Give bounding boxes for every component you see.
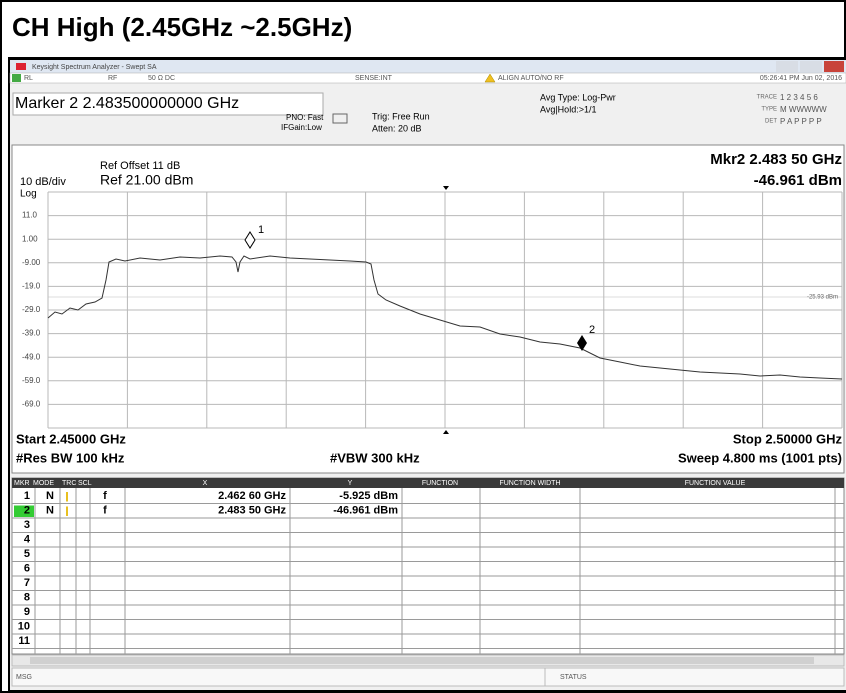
marker-table [11, 477, 845, 655]
avg-type: Avg Type: Log-Pwr [540, 92, 616, 102]
minimize-button[interactable] [776, 61, 798, 72]
trig-icon [332, 113, 348, 124]
table-body: MKR MODE TRC SCL X Y FUNCTION FUNCTION WIDTH FUN… [12, 480, 844, 654]
column-header: X [203, 480, 208, 487]
display-line-label: -25.93 dBm [807, 295, 838, 301]
trig: Trig: Free Run [372, 111, 430, 121]
graph-panel [11, 144, 845, 474]
marker-1-symbol [244, 231, 256, 249]
column-header: MKR [14, 480, 30, 487]
cell-mkr: 10 [18, 621, 30, 633]
cell-mkr: 11 [18, 635, 30, 647]
title-bar [10, 60, 846, 73]
cell-y: -5.925 dBm [339, 490, 398, 502]
status-label: STATUS [560, 674, 587, 681]
column-header: SCL [78, 480, 92, 487]
rf-label: RF [108, 75, 117, 82]
window-title: Keysight Spectrum Analyzer - Swept SA [32, 64, 157, 71]
column-header: TRC [62, 480, 76, 487]
cell-mkr: 8 [24, 592, 30, 604]
det-vals: P A P P P P [780, 117, 822, 126]
cell-mkr: 5 [24, 548, 30, 560]
ifgain: IFGain:Low [281, 123, 322, 132]
trace [47, 255, 843, 380]
y-tick-label: -29.0 [22, 305, 41, 314]
atten: Atten: 20 dB [372, 123, 422, 133]
column-header: MODE [33, 480, 54, 487]
type-vals: M WWWWW [780, 105, 827, 114]
ref-offset: Ref Offset 11 dB [100, 160, 180, 172]
cell-mkr: 6 [24, 563, 30, 575]
lxi-icon [12, 74, 21, 82]
column-header: FUNCTION WIDTH [499, 480, 560, 487]
cell-mkr: 4 [24, 534, 31, 546]
warning-icon [484, 73, 496, 83]
input-label: 50 Ω DC [148, 75, 175, 82]
msg-label: MSG [16, 674, 32, 681]
marker-2-label: 2 [589, 324, 595, 336]
marker-2-symbol [577, 335, 587, 351]
avg-hold: Avg|Hold:>1/1 [540, 104, 596, 114]
trace-color [66, 492, 68, 502]
sense-label: SENSE:INT [355, 75, 393, 82]
scroll-thumb[interactable] [30, 657, 814, 664]
table-header-bg [12, 478, 844, 488]
trace-label: TRACE [757, 95, 777, 101]
marker-box [12, 92, 324, 116]
cell-y: -46.961 dBm [333, 505, 398, 517]
ref-level: Ref 21.00 dBm [100, 172, 193, 188]
cell-scl: f [103, 505, 107, 517]
cell-x: 2.462 60 GHz [218, 490, 286, 502]
marker-readout: Marker 2 2.483500000000 GHz [15, 95, 239, 112]
cell-mkr: 9 [24, 606, 30, 618]
mkr-level: -46.961 dBm [754, 172, 842, 189]
cell-mkr: 2 [24, 505, 30, 517]
status-strip [9, 72, 846, 84]
pno: PNO: Fast [286, 113, 324, 122]
det-label: DET [765, 119, 777, 125]
y-tick-label: -59.0 [22, 376, 41, 385]
scale: 10 dB/div [20, 176, 66, 188]
cell-mode: N [46, 490, 54, 502]
cell-mkr: 1 [24, 490, 30, 502]
mkr-freq: Mkr2 2.483 50 GHz [710, 151, 842, 168]
cell-mode: N [46, 505, 54, 517]
vbw: #VBW 300 kHz [330, 450, 420, 465]
y-tick-label: -39.0 [22, 329, 41, 338]
column-header: FUNCTION VALUE [685, 480, 746, 487]
cell-mkr: 3 [24, 519, 30, 531]
y-tick-label: 1.00 [22, 234, 38, 243]
column-header: FUNCTION [422, 480, 458, 487]
trace-color [66, 506, 68, 516]
sweep: Sweep 4.800 ms (1001 pts) [678, 450, 842, 465]
graticule: 11.0 1.00 -9.00 -19.0 -29.0 -39.0 -49.0 -59.0 -6… [22, 191, 843, 429]
heading: CH High (2.45GHz ~2.5GHz) [12, 12, 352, 42]
cell-mkr: 7 [24, 577, 30, 589]
rl-label: RL [24, 75, 33, 82]
y-tick-label: -49.0 [22, 352, 41, 361]
rbw: #Res BW 100 kHz [16, 450, 125, 465]
marker-1-label: 1 [258, 224, 264, 236]
scale-type: Log [20, 189, 37, 200]
app-icon [16, 63, 26, 70]
trace-nums: 1 2 3 4 5 6 [780, 93, 818, 102]
y-tick-label: -19.0 [22, 282, 41, 291]
cell-x: 2.483 50 GHz [218, 505, 286, 517]
cell-scl: f [103, 490, 107, 502]
message-bar [11, 667, 845, 687]
close-button[interactable] [824, 61, 844, 72]
start-freq: Start 2.45000 GHz [16, 431, 126, 446]
type-label: TYPE [761, 107, 777, 113]
maximize-button[interactable] [800, 61, 822, 72]
y-tick-label: -9.00 [22, 258, 41, 267]
stop-freq: Stop 2.50000 GHz [733, 431, 843, 446]
y-tick-label: 11.0 [22, 211, 38, 220]
align-label: ALIGN AUTO/NO RF [498, 75, 564, 82]
selected-marker-cell [14, 505, 34, 517]
column-header: Y [348, 480, 353, 487]
y-tick-label: -69.0 [22, 400, 41, 409]
timestamp: 05:26:41 PM Jun 02, 2016 [760, 75, 842, 82]
